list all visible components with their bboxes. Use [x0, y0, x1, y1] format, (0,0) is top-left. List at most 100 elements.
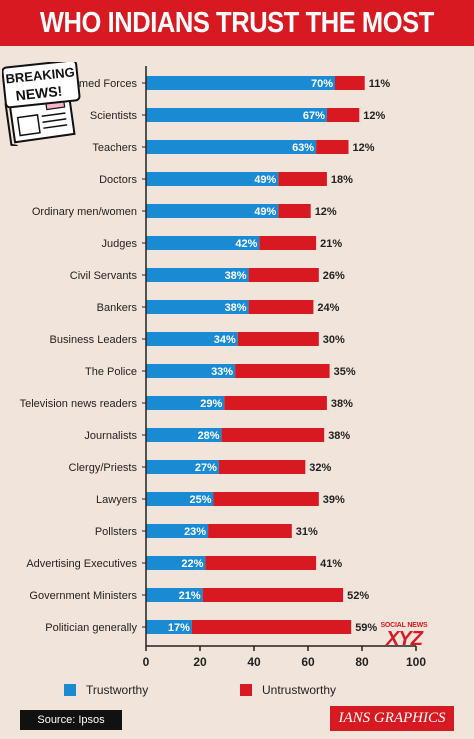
bar-untrustworthy	[224, 396, 327, 410]
bar-trustworthy	[146, 492, 214, 506]
label-untrustworthy: 12%	[353, 142, 375, 154]
bar-trustworthy	[146, 204, 279, 218]
label-untrustworthy: 26%	[323, 270, 345, 282]
label-trustworthy: 27%	[195, 462, 217, 474]
label-trustworthy: 63%	[292, 142, 314, 154]
bar-trustworthy	[146, 332, 238, 346]
bar-trustworthy	[146, 268, 249, 282]
category-label: Teachers	[92, 142, 137, 154]
category-label: Clergy/Priests	[69, 462, 138, 474]
x-tick-label: 100	[406, 655, 426, 669]
bar-trustworthy	[146, 236, 260, 250]
label-trustworthy: 70%	[311, 78, 333, 90]
label-trustworthy: 21%	[179, 590, 201, 602]
bar-untrustworthy	[248, 268, 319, 282]
bar-trustworthy	[146, 588, 203, 602]
label-untrustworthy: 41%	[320, 558, 342, 570]
category-label: Armed Forces	[68, 78, 138, 90]
x-tick-label: 20	[193, 655, 207, 669]
label-trustworthy: 38%	[225, 270, 247, 282]
label-trustworthy: 25%	[189, 494, 211, 506]
x-tick-label: 60	[301, 655, 315, 669]
legend-trustworthy: Trustworthy	[64, 683, 148, 697]
x-tick-label: 0	[143, 655, 150, 669]
label-untrustworthy: 12%	[363, 110, 385, 122]
label-trustworthy: 17%	[168, 622, 190, 634]
legend-label-trustworthy: Trustworthy	[86, 683, 149, 697]
legend-swatch-untrustworthy	[240, 684, 252, 696]
watermark-brand: XYZ	[386, 628, 423, 650]
bar-untrustworthy	[221, 428, 325, 442]
label-untrustworthy: 52%	[347, 590, 369, 602]
breaking-news-icon: BREAKING NEWS!	[1, 59, 84, 147]
legend-swatch-trustworthy	[64, 684, 76, 696]
x-tick-label: 80	[355, 655, 369, 669]
bar-untrustworthy	[191, 620, 352, 634]
source-label: Source: Ipsos	[20, 710, 122, 730]
bar-chart: Armed Forces 70% 11% Scientists 67% 12% Teache…	[20, 66, 426, 669]
chart-title-text: WHO INDIANS TRUST THE MOST	[39, 6, 435, 39]
label-trustworthy: 49%	[254, 206, 276, 218]
category-label: Business Leaders	[50, 334, 138, 346]
label-untrustworthy: 18%	[331, 174, 353, 186]
category-label: Journalists	[84, 430, 137, 442]
bar-trustworthy	[146, 524, 209, 538]
bar-untrustworthy	[205, 556, 317, 570]
chart-title: WHO INDIANS TRUST THE MOST	[0, 0, 474, 46]
category-label: Civil Servants	[70, 270, 138, 282]
label-trustworthy: 49%	[254, 174, 276, 186]
bar-untrustworthy	[259, 236, 317, 250]
bar-trustworthy	[146, 108, 327, 122]
label-untrustworthy: 35%	[334, 366, 356, 378]
label-untrustworthy: 11%	[369, 78, 391, 90]
label-trustworthy: 22%	[181, 558, 203, 570]
watermark-top: SOCIAL NEWS	[380, 622, 428, 629]
label-trustworthy: 34%	[214, 334, 236, 346]
label-untrustworthy: 59%	[355, 622, 377, 634]
category-label: Judges	[102, 238, 138, 250]
label-untrustworthy: 24%	[317, 302, 339, 314]
label-untrustworthy: 39%	[323, 494, 345, 506]
bar-untrustworthy	[248, 300, 314, 314]
category-label: Doctors	[99, 174, 137, 186]
bar-trustworthy	[146, 396, 225, 410]
bar-untrustworthy	[335, 76, 365, 90]
category-label: Television news readers	[20, 398, 138, 410]
label-trustworthy: 28%	[198, 430, 220, 442]
stamp-line1: BREAKING	[5, 64, 76, 86]
category-label: Pollsters	[95, 526, 138, 538]
label-trustworthy: 29%	[200, 398, 222, 410]
bar-trustworthy	[146, 556, 206, 570]
category-label: Advertising Executives	[26, 558, 137, 570]
category-label: Bankers	[97, 302, 138, 314]
bar-trustworthy	[146, 428, 222, 442]
legend-label-untrustworthy: Untrustworthy	[262, 683, 337, 697]
category-label: The Police	[85, 366, 137, 378]
stamp-line2: NEWS!	[15, 83, 63, 104]
label-trustworthy: 38%	[225, 302, 247, 314]
bar-untrustworthy	[202, 588, 344, 602]
bar-untrustworthy	[208, 524, 292, 538]
category-label: Government Ministers	[29, 590, 137, 602]
x-tick-label: 40	[247, 655, 261, 669]
bar-untrustworthy	[316, 140, 349, 154]
label-untrustworthy: 30%	[323, 334, 345, 346]
bar-untrustworthy	[237, 332, 319, 346]
watermark-logo: SOCIAL NEWS XYZ	[375, 622, 433, 662]
label-trustworthy: 42%	[235, 238, 257, 250]
bar-untrustworthy	[278, 172, 327, 186]
bar-trustworthy	[146, 460, 219, 474]
bar-untrustworthy	[326, 108, 360, 122]
bar-trustworthy	[146, 300, 249, 314]
label-untrustworthy: 12%	[315, 206, 337, 218]
bar-untrustworthy	[213, 492, 319, 506]
category-label: Ordinary men/women	[32, 206, 137, 218]
bar-trustworthy	[146, 620, 192, 634]
bar-untrustworthy	[235, 364, 330, 378]
category-label: Scientists	[90, 110, 138, 122]
label-untrustworthy: 31%	[296, 526, 318, 538]
label-untrustworthy: 38%	[328, 430, 350, 442]
label-trustworthy: 67%	[303, 110, 325, 122]
legend-untrustworthy: Untrustworthy	[240, 683, 336, 697]
bar-trustworthy	[146, 364, 236, 378]
